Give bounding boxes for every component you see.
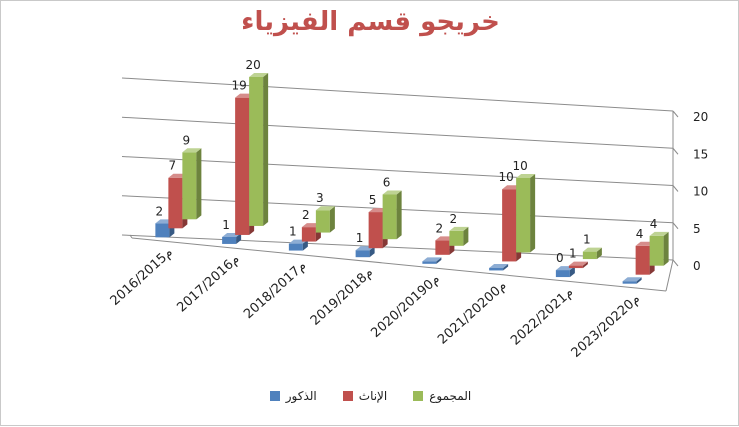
gridline xyxy=(121,156,674,186)
legend: المجموع الإناث الذكور xyxy=(1,389,739,403)
y-tick-label: 10 xyxy=(693,185,708,199)
data-label: 19 xyxy=(231,79,246,93)
gridline-side xyxy=(672,259,679,267)
data-label: 5 xyxy=(369,193,377,207)
data-label: 2 xyxy=(302,208,310,222)
legend-swatch xyxy=(413,391,424,401)
x-tick-label: 2022/2021م xyxy=(508,285,576,349)
data-label: 1 xyxy=(583,233,591,247)
data-label: 4 xyxy=(650,217,658,231)
data-label: 2 xyxy=(450,212,458,226)
bar xyxy=(249,72,269,226)
data-label: 0 xyxy=(556,251,564,265)
legend-item: الإناث xyxy=(342,389,388,403)
x-tick-label: 2021/20200م xyxy=(435,278,510,347)
gridline-side xyxy=(672,147,679,155)
data-label: 4 xyxy=(636,227,644,241)
data-label: 3 xyxy=(316,191,324,205)
legend-swatch xyxy=(269,391,280,401)
gridline-side xyxy=(672,222,679,230)
x-tick-label: 2020/20190م xyxy=(368,272,443,341)
bar xyxy=(182,148,202,220)
y-tick-label: 15 xyxy=(693,147,708,161)
data-label: 1 xyxy=(289,225,297,239)
bar xyxy=(449,226,469,246)
bar xyxy=(622,277,642,284)
legend-item: الذكور xyxy=(269,389,317,403)
legend-label: الذكور xyxy=(285,389,317,403)
legend-label: الإناث xyxy=(358,389,388,403)
x-tick-label: 2017/2016م xyxy=(174,252,242,316)
data-label: 1 xyxy=(356,231,364,245)
data-label: 9 xyxy=(183,133,191,147)
y-tick-label: 5 xyxy=(693,222,701,236)
bars xyxy=(155,72,669,284)
bar xyxy=(315,206,335,233)
legend-label: المجموع xyxy=(429,389,472,403)
gridline xyxy=(121,116,674,149)
data-label: 7 xyxy=(169,159,177,173)
legend-item: المجموع xyxy=(413,389,471,403)
legend-swatch xyxy=(342,391,353,401)
x-tick-label: 2019/2018م xyxy=(308,265,376,329)
data-label: 1 xyxy=(222,218,230,232)
bar xyxy=(568,261,588,269)
x-tick-label: 2018/2017م xyxy=(241,258,309,322)
gridlines xyxy=(121,77,679,292)
gridline-side xyxy=(672,110,679,118)
data-label: 6 xyxy=(383,175,391,189)
bar xyxy=(582,247,602,260)
bar xyxy=(649,231,669,266)
x-tick-label: 2016/2015م xyxy=(108,245,176,309)
bar xyxy=(516,173,536,253)
floor-left-edge xyxy=(129,234,133,239)
gridline-side xyxy=(672,185,679,192)
data-label: 1 xyxy=(569,247,577,261)
y-tick-label: 20 xyxy=(693,110,708,124)
floor-front-edge xyxy=(131,237,667,292)
floor-right-edge xyxy=(665,259,674,292)
gridline xyxy=(121,234,674,261)
data-label: 10 xyxy=(512,159,527,173)
bar xyxy=(382,190,402,240)
y-axis: 0 5 10 15 20 xyxy=(693,110,708,273)
x-tick-label: 2023/20220م xyxy=(569,292,644,361)
data-label: 2 xyxy=(156,204,164,218)
chart-title: خريجو قسم الفيزياء xyxy=(241,7,500,37)
data-label: 20 xyxy=(245,58,260,72)
gridline xyxy=(121,77,674,112)
data-label: 2 xyxy=(436,221,444,235)
y-tick-label: 0 xyxy=(693,259,701,273)
bar xyxy=(422,257,442,264)
bar xyxy=(489,263,509,271)
data-label: 10 xyxy=(498,170,513,184)
